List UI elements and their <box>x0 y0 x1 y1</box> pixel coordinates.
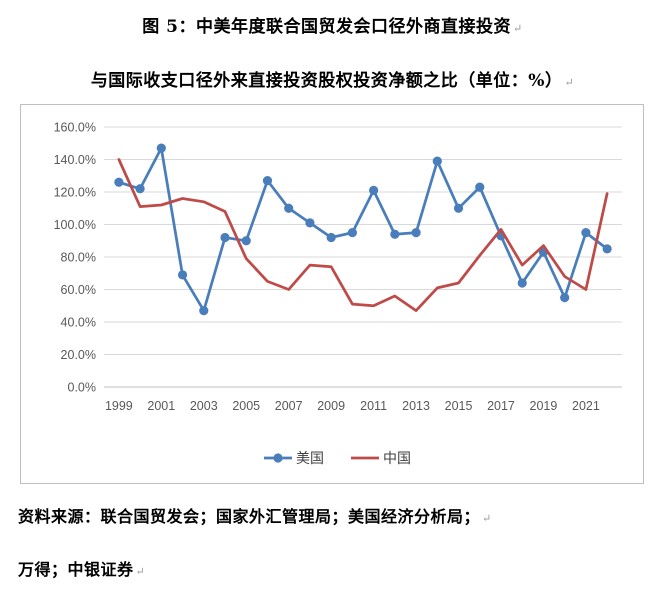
return-mark: ↵ <box>482 512 492 525</box>
data-point <box>199 306 209 316</box>
y-tick-label: 120.0% <box>54 186 96 200</box>
data-point <box>369 185 379 195</box>
data-point <box>135 184 145 194</box>
x-tick-label: 2001 <box>147 399 175 413</box>
data-point <box>177 270 188 280</box>
data-point <box>432 156 442 166</box>
x-tick-label: 2005 <box>232 399 260 413</box>
data-point <box>305 218 315 228</box>
x-tick-label: 1999 <box>105 399 133 413</box>
y-tick-label: 80.0% <box>61 251 96 265</box>
legend-label: 美国 <box>296 451 324 467</box>
source-text: 资料来源：联合国贸发会；国家外汇管理局；美国经济分析局； <box>18 507 481 526</box>
x-tick-label: 2011 <box>360 399 387 413</box>
source-text: 万得；中银证券 <box>18 560 134 579</box>
series-line-china <box>117 158 609 312</box>
figure-caption-line2: 与国际收支口径外来直接投资股权投资净额之比（单位：%） ↵ <box>0 66 665 91</box>
source-note-line1: 资料来源：联合国贸发会；国家外汇管理局；美国经济分析局； ↵ <box>18 503 492 527</box>
data-point <box>581 228 591 238</box>
y-tick-label: 160.0% <box>54 121 96 135</box>
data-point <box>284 203 294 213</box>
data-point <box>156 143 166 153</box>
data-point <box>453 203 464 213</box>
data-point <box>262 176 273 186</box>
x-tick-label: 2013 <box>402 399 430 413</box>
data-point <box>411 228 421 238</box>
legend-label: 中国 <box>383 451 411 467</box>
y-tick-label: 40.0% <box>61 316 96 330</box>
x-tick-label: 2019 <box>530 399 558 413</box>
data-point <box>241 236 251 246</box>
legend-marker <box>273 453 283 463</box>
data-point <box>475 182 485 192</box>
x-tick-label: 2003 <box>190 399 218 413</box>
figure-caption-line1: 图 5：中美年度联合国贸发会口径外商直接投资 ↵ <box>0 12 665 37</box>
x-tick-label: 2015 <box>445 399 473 413</box>
caption-text: 与国际收支口径外来直接投资股权投资净额之比（单位：%） <box>90 71 563 91</box>
source-note-line2: 万得；中银证券 ↵ <box>18 556 145 580</box>
x-tick-label: 2007 <box>275 399 303 413</box>
line-chart: 0.0% 20.0% 40.0% 60.0% 80.0% 100.0% 120.0% 140.… <box>54 121 622 467</box>
x-tick-label: 2021 <box>572 399 600 413</box>
return-mark: ↵ <box>513 22 523 35</box>
data-point <box>560 293 570 303</box>
chart-frame: 0.0% 20.0% 40.0% 60.0% 80.0% 100.0% 120.0% 140.… <box>20 104 644 484</box>
y-tick-label: 100.0% <box>54 218 96 232</box>
caption-text: 图 5：中美年度联合国贸发会口径外商直接投资 <box>142 17 512 37</box>
y-tick-label: 140.0% <box>54 153 96 167</box>
series-line-us <box>117 146 609 312</box>
return-mark: ↵ <box>135 565 146 578</box>
return-mark: ↵ <box>564 76 575 89</box>
y-tick-label: 20.0% <box>61 348 96 362</box>
data-point <box>390 229 400 239</box>
data-point <box>326 232 336 243</box>
y-tick-label: 60.0% <box>61 283 96 297</box>
data-point <box>220 232 230 243</box>
x-tick-label: 2017 <box>487 399 515 413</box>
data-point <box>114 177 124 187</box>
data-point <box>602 244 612 254</box>
y-tick-label: 0.0% <box>68 381 97 395</box>
data-point <box>517 278 527 288</box>
data-point <box>347 228 357 238</box>
x-tick-label: 2009 <box>317 399 345 413</box>
